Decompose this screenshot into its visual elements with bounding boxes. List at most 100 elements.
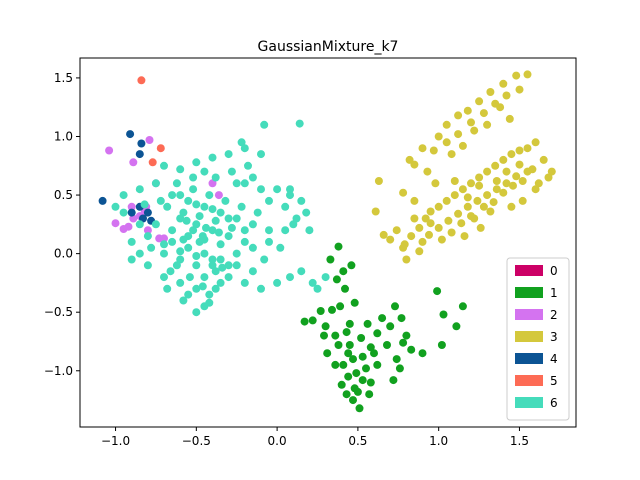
scatter-point-series-3 xyxy=(515,160,524,169)
scatter-point-series-5 xyxy=(156,144,165,153)
scatter-point-series-6 xyxy=(224,261,233,270)
scatter-point-series-1 xyxy=(342,390,351,399)
scatter-point-series-5 xyxy=(137,76,146,85)
scatter-point-series-3 xyxy=(444,216,453,225)
y-tick-label: −0.5 xyxy=(44,305,73,319)
scatter-point-series-6 xyxy=(211,284,220,293)
scatter-point-series-3 xyxy=(458,185,467,194)
scatter-point-series-3 xyxy=(499,155,508,164)
legend-label-5: 5 xyxy=(550,374,558,388)
points-layer xyxy=(98,70,556,413)
scatter-point-series-1 xyxy=(378,314,387,323)
legend-swatch-1 xyxy=(515,287,543,298)
scatter-point-series-6 xyxy=(265,237,273,246)
legend-swatch-5 xyxy=(515,375,543,386)
scatter-point-series-3 xyxy=(483,120,492,129)
scatter-point-series-4 xyxy=(137,139,146,148)
scatter-point-series-6 xyxy=(127,255,136,264)
scatter-point-series-5 xyxy=(148,158,157,167)
scatter-point-series-1 xyxy=(395,364,404,373)
scatter-point-series-3 xyxy=(475,97,484,106)
scatter-point-series-3 xyxy=(523,70,532,79)
scatter-point-series-2 xyxy=(105,146,114,155)
scatter-point-series-6 xyxy=(166,267,175,276)
scatter-point-series-3 xyxy=(507,202,516,211)
scatter-point-series-6 xyxy=(211,216,220,225)
scatter-point-series-3 xyxy=(502,179,511,188)
scatter-point-series-6 xyxy=(127,237,136,246)
scatter-point-series-1 xyxy=(331,360,340,369)
scatter-point-series-6 xyxy=(119,208,128,217)
scatter-point-series-6 xyxy=(308,278,317,287)
scatter-point-series-6 xyxy=(257,150,265,159)
scatter-point-series-6 xyxy=(224,214,233,223)
scatter-point-series-6 xyxy=(200,202,209,211)
scatter-point-series-1 xyxy=(386,322,395,331)
scatter-point-series-6 xyxy=(189,226,198,235)
scatter-point-series-1 xyxy=(458,302,467,311)
scatter-point-series-6 xyxy=(244,161,252,170)
scatter-point-series-3 xyxy=(492,177,501,185)
scatter-point-series-6 xyxy=(163,284,172,293)
scatter-point-series-6 xyxy=(248,267,257,276)
scatter-point-series-6 xyxy=(240,237,249,246)
y-tick-label: −1.0 xyxy=(44,364,73,378)
scatter-point-series-6 xyxy=(232,249,241,258)
scatter-point-series-3 xyxy=(499,79,508,88)
scatter-point-series-6 xyxy=(168,237,177,246)
scatter-point-series-3 xyxy=(534,179,543,188)
legend-swatch-6 xyxy=(515,397,543,408)
scatter-point-series-1 xyxy=(392,355,401,364)
x-tick-label: 1.0 xyxy=(429,434,448,448)
scatter-point-series-6 xyxy=(176,247,185,256)
scatter-point-series-1 xyxy=(358,352,367,361)
scatter-point-series-6 xyxy=(192,158,201,167)
scatter-point-series-1 xyxy=(349,396,357,405)
scatter-point-series-1 xyxy=(308,316,317,325)
scatter-point-series-6 xyxy=(176,278,185,287)
scatter-point-series-1 xyxy=(332,275,341,284)
scatter-point-series-3 xyxy=(392,226,401,235)
scatter-point-series-3 xyxy=(431,179,440,188)
scatter-point-series-3 xyxy=(483,167,492,176)
scatter-point-series-1 xyxy=(326,255,335,264)
scatter-point-series-1 xyxy=(345,319,354,328)
scatter-point-series-6 xyxy=(179,208,188,217)
legend-label-3: 3 xyxy=(550,330,558,344)
scatter-point-series-3 xyxy=(410,160,419,169)
scatter-point-series-3 xyxy=(407,232,416,241)
scatter-point-series-1 xyxy=(321,322,330,331)
scatter-point-series-6 xyxy=(297,267,306,276)
scatter-point-series-2 xyxy=(127,202,136,211)
scatter-point-series-6 xyxy=(248,243,257,252)
x-tick-label: 0.5 xyxy=(348,434,367,448)
scatter-point-series-3 xyxy=(402,255,411,264)
scatter-point-series-1 xyxy=(342,328,351,337)
scatter-point-series-3 xyxy=(454,130,463,139)
scatter-point-series-6 xyxy=(260,255,269,264)
scatter-point-series-1 xyxy=(355,404,364,413)
scatter-point-series-3 xyxy=(499,188,508,197)
scatter-point-series-6 xyxy=(240,179,249,188)
scatter-point-series-6 xyxy=(286,273,294,282)
scatter-point-series-3 xyxy=(437,235,446,244)
scatter-point-series-6 xyxy=(176,191,185,200)
scatter-point-series-6 xyxy=(184,196,193,205)
scatter-point-series-6 xyxy=(281,226,290,235)
scatter-point-series-6 xyxy=(179,235,188,244)
scatter-point-series-6 xyxy=(273,185,282,194)
scatter-point-series-6 xyxy=(216,208,225,217)
scatter-point-series-6 xyxy=(211,173,220,182)
scatter-point-series-1 xyxy=(344,349,353,358)
scatter-point-series-1 xyxy=(373,329,382,338)
scatter-point-series-6 xyxy=(182,216,191,225)
scatter-point-series-6 xyxy=(227,223,236,232)
scatter-point-series-6 xyxy=(216,278,225,287)
scatter-point-series-6 xyxy=(185,273,194,282)
scatter-point-series-6 xyxy=(302,208,311,217)
scatter-point-series-6 xyxy=(119,191,128,200)
scatter-point-series-6 xyxy=(200,273,209,282)
y-tick-label: 1.0 xyxy=(54,129,73,143)
scatter-point-series-3 xyxy=(454,209,463,218)
